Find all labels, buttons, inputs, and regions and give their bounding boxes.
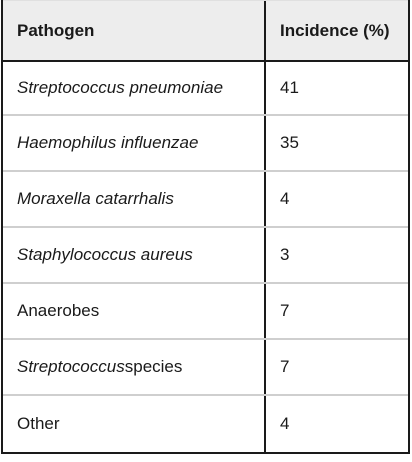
- table-header-row: Pathogen Incidence (%): [3, 0, 408, 62]
- pathogen-name-italic: Haemophilus influenzae: [17, 133, 199, 152]
- pathogen-cell: Anaerobes: [3, 284, 264, 338]
- header-incidence: Incidence (%): [264, 1, 408, 60]
- incidence-cell: 41: [264, 62, 408, 114]
- header-pathogen: Pathogen: [17, 20, 95, 40]
- pathogen-cell: Staphylococcus aureus: [3, 228, 264, 282]
- incidence-cell: 7: [264, 340, 408, 394]
- pathogen-cell: Moraxella catarrhalis: [3, 172, 264, 226]
- pathogen-name-plain: species: [124, 357, 183, 376]
- table-row: Anaerobes 7: [3, 284, 408, 340]
- table-row: Staphylococcus aureus 3: [3, 228, 408, 284]
- pathogen-name-italic: Streptococcus: [17, 357, 125, 376]
- table-row: Other 4: [3, 396, 408, 452]
- incidence-cell: 4: [264, 172, 408, 226]
- pathogen-incidence-table: Pathogen Incidence (%) Streptococcus pne…: [1, 0, 410, 454]
- pathogen-cell: Other: [3, 396, 264, 452]
- pathogen-cell: Streptococcus species: [3, 340, 264, 394]
- incidence-cell: 7: [264, 284, 408, 338]
- incidence-cell: 3: [264, 228, 408, 282]
- pathogen-name-italic: Staphylococcus aureus: [17, 245, 193, 264]
- pathogen-cell: Haemophilus influenzae: [3, 116, 264, 170]
- pathogen-name-plain: Other: [17, 414, 60, 433]
- table-row: Streptococcus species 7: [3, 340, 408, 396]
- table-row: Streptococcus pneumoniae 41: [3, 62, 408, 116]
- pathogen-cell: Streptococcus pneumoniae: [3, 62, 264, 114]
- table-row: Haemophilus influenzae 35: [3, 116, 408, 172]
- incidence-cell: 4: [264, 396, 408, 452]
- table-row: Moraxella catarrhalis 4: [3, 172, 408, 228]
- incidence-cell: 35: [264, 116, 408, 170]
- pathogen-name-italic: Streptococcus pneumoniae: [17, 78, 224, 97]
- pathogen-name-plain: Anaerobes: [17, 301, 100, 320]
- pathogen-name-italic: Moraxella catarrhalis: [17, 189, 174, 208]
